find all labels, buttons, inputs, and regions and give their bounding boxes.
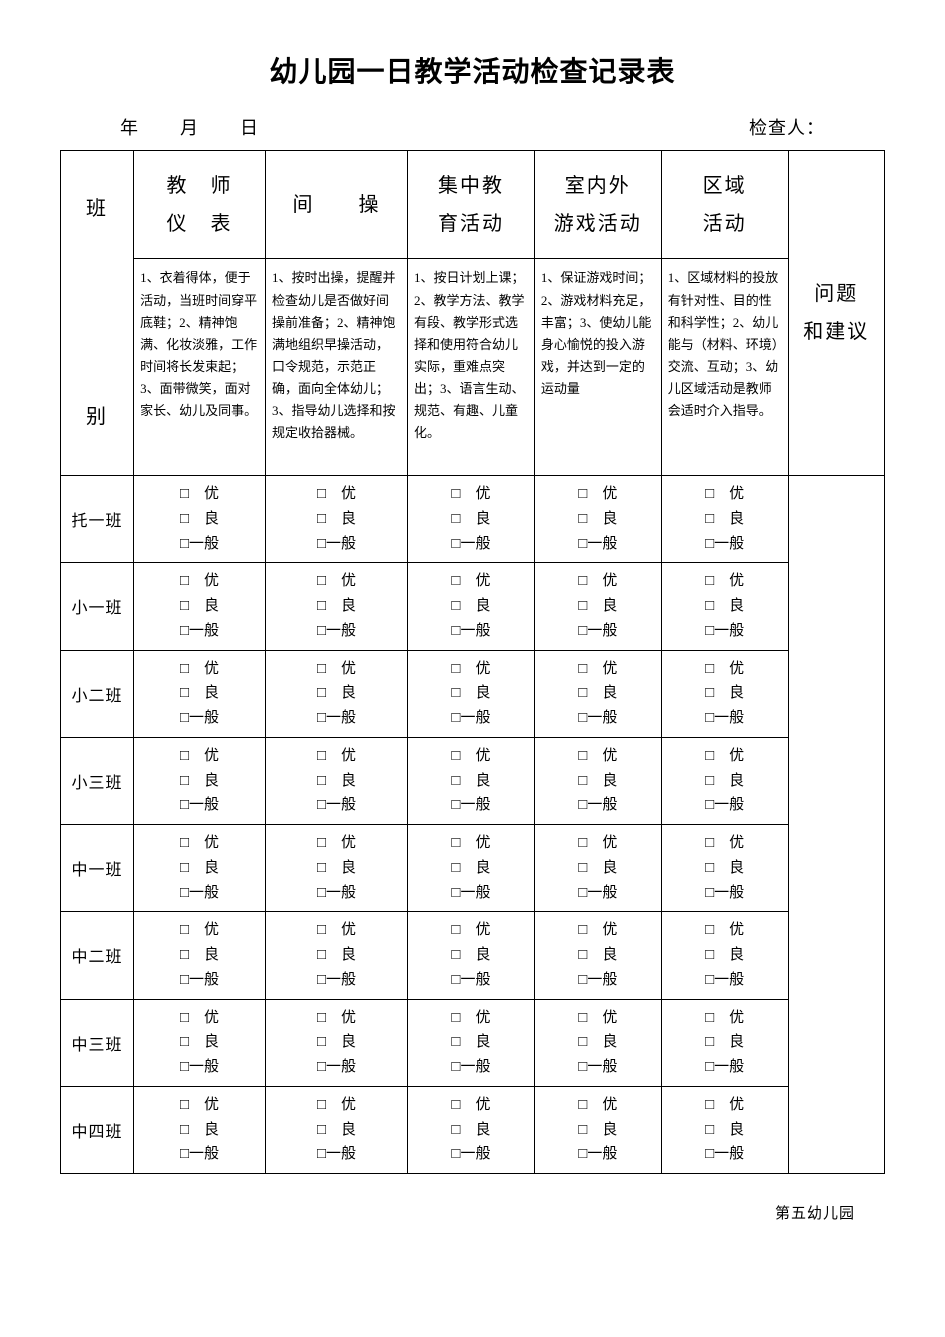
rating-cell[interactable]: □ 优 □ 良 □一般 [265,476,407,563]
rating-cell[interactable]: □ 优 □ 良 □一般 [134,1086,266,1173]
rating-cell[interactable]: □ 优 □ 良 □一般 [534,650,661,737]
col-header-0: 教 师 仪 表 [134,151,266,259]
rating-cell[interactable]: □ 优 □ 良 □一般 [134,825,266,912]
rating-cell[interactable]: □ 优 □ 良 □一般 [408,476,535,563]
rating-cell[interactable]: □ 优 □ 良 □一般 [661,912,788,999]
suggestions-cell[interactable] [788,476,884,1174]
col-header-4: 区域 活动 [661,151,788,259]
rating-cell[interactable]: □ 优 □ 良 □一般 [661,650,788,737]
class-name: 中一班 [61,825,134,912]
col-header-1: 间 操 [265,151,407,259]
date-field: 年 月 日 [120,114,749,140]
rating-cell[interactable]: □ 优 □ 良 □一般 [661,476,788,563]
col-header-class: 班 别 [61,151,134,476]
rating-cell[interactable]: □ 优 □ 良 □一般 [534,912,661,999]
col-header-5: 问题 和建议 [788,151,884,476]
rating-cell[interactable]: □ 优 □ 良 □一般 [408,650,535,737]
rating-cell[interactable]: □ 优 □ 良 □一般 [265,999,407,1086]
class-name: 小一班 [61,563,134,650]
rating-cell[interactable]: □ 优 □ 良 □一般 [534,999,661,1086]
col-criteria-2: 1、按日计划上课；2、教学方法、教学有段、教学形式选择和使用符合幼儿实际，重难点… [408,259,535,476]
rating-cell[interactable]: □ 优 □ 良 □一般 [265,737,407,824]
rating-cell[interactable]: □ 优 □ 良 □一般 [408,1086,535,1173]
class-name: 中二班 [61,912,134,999]
rating-cell[interactable]: □ 优 □ 良 □一般 [408,912,535,999]
rating-cell[interactable]: □ 优 □ 良 □一般 [534,563,661,650]
rating-cell[interactable]: □ 优 □ 良 □一般 [134,912,266,999]
rating-cell[interactable]: □ 优 □ 良 □一般 [408,563,535,650]
rating-cell[interactable]: □ 优 □ 良 □一般 [661,825,788,912]
rating-cell[interactable]: □ 优 □ 良 □一般 [134,476,266,563]
rating-cell[interactable]: □ 优 □ 良 □一般 [265,912,407,999]
col-criteria-0: 1、衣着得体，便于活动，当班时间穿平底鞋；2、精神饱满、化妆淡雅，工作时间将长发… [134,259,266,476]
rating-cell[interactable]: □ 优 □ 良 □一般 [534,1086,661,1173]
class-name: 中三班 [61,999,134,1086]
rating-cell[interactable]: □ 优 □ 良 □一般 [134,737,266,824]
rating-cell[interactable]: □ 优 □ 良 □一般 [265,650,407,737]
col-criteria-1: 1、按时出操，提醒并检查幼儿是否做好间操前准备；2、精神饱满地组织早操活动，口令… [265,259,407,476]
rating-cell[interactable]: □ 优 □ 良 □一般 [661,1086,788,1173]
rating-cell[interactable]: □ 优 □ 良 □一般 [408,999,535,1086]
col-criteria-3: 1、保证游戏时间；2、游戏材料充足，丰富；3、使幼儿能身心愉悦的投入游戏，并达到… [534,259,661,476]
rating-cell[interactable]: □ 优 □ 良 □一般 [265,563,407,650]
rating-cell[interactable]: □ 优 □ 良 □一般 [134,650,266,737]
rating-cell[interactable]: □ 优 □ 良 □一般 [661,737,788,824]
inspector-field: 检查人： [749,114,825,140]
class-name: 小二班 [61,650,134,737]
col-header-3: 室内外 游戏活动 [534,151,661,259]
col-header-2: 集中教 育活动 [408,151,535,259]
meta-row: 年 月 日 检查人： [60,114,885,140]
rating-cell[interactable]: □ 优 □ 良 □一般 [408,825,535,912]
class-name: 小三班 [61,737,134,824]
rating-cell[interactable]: □ 优 □ 良 □一般 [661,563,788,650]
class-name: 中四班 [61,1086,134,1173]
page-title: 幼儿园一日教学活动检查记录表 [60,50,885,90]
class-name: 托一班 [61,476,134,563]
rating-cell[interactable]: □ 优 □ 良 □一般 [534,476,661,563]
rating-cell[interactable]: □ 优 □ 良 □一般 [408,737,535,824]
rating-cell[interactable]: □ 优 □ 良 □一般 [134,999,266,1086]
rating-cell[interactable]: □ 优 □ 良 □一般 [534,737,661,824]
rating-cell[interactable]: □ 优 □ 良 □一般 [134,563,266,650]
rating-cell[interactable]: □ 优 □ 良 □一般 [265,1086,407,1173]
inspection-table: 班 别教 师 仪 表间 操集中教 育活动室内外 游戏活动区域 活动问题 和建议1… [60,150,885,1174]
footer-org: 第五幼儿园 [60,1202,885,1223]
rating-cell[interactable]: □ 优 □ 良 □一般 [661,999,788,1086]
rating-cell[interactable]: □ 优 □ 良 □一般 [265,825,407,912]
rating-cell[interactable]: □ 优 □ 良 □一般 [534,825,661,912]
col-criteria-4: 1、区域材料的投放有针对性、目的性和科学性；2、幼儿能与（材料、环境）交流、互动… [661,259,788,476]
